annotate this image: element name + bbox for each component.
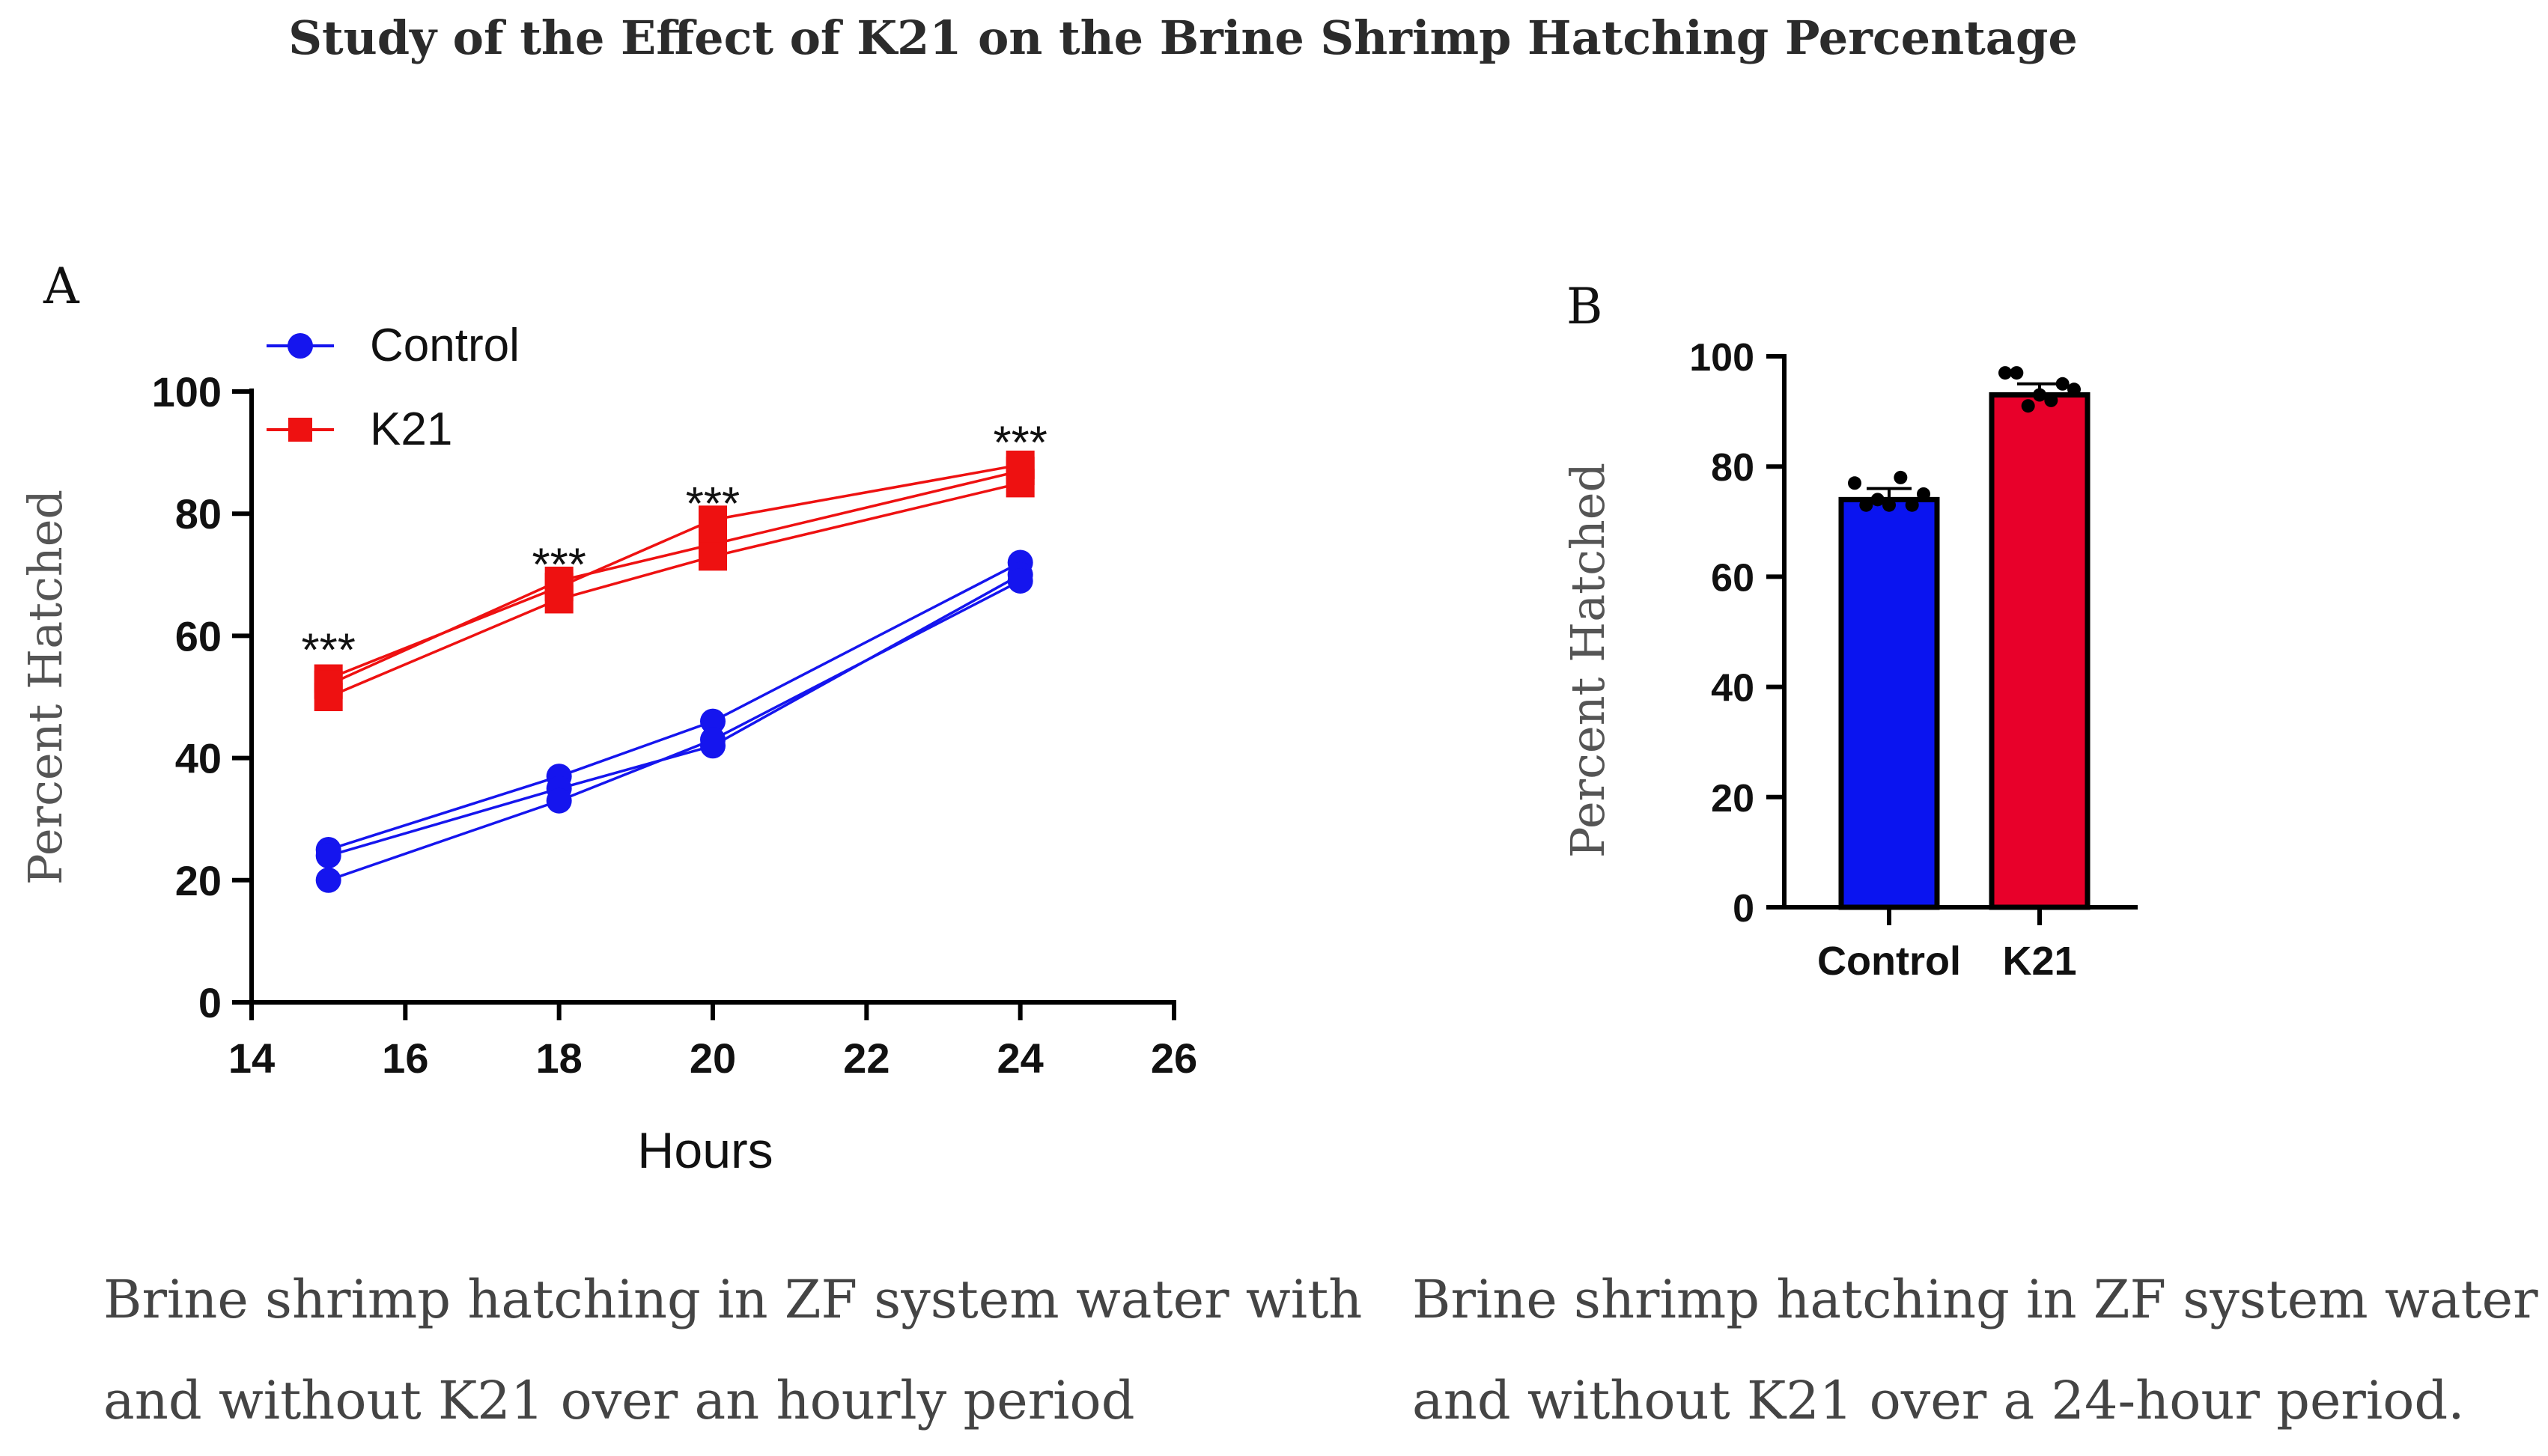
legend-control-marker (288, 333, 313, 359)
panel-b-x-tick-label: Control (1817, 939, 1961, 984)
panel-a-x-tick-label: 14 (228, 1035, 275, 1082)
panel-b-axes: 0 20 40 60 80 100 Control K21 (1689, 336, 2138, 984)
panel-b-caption-line-2: and without K21 over a 24-hour period. (1412, 1370, 2464, 1431)
legend-control-label: Control (370, 320, 520, 371)
panel-a-y-tick-label: 100 (152, 368, 222, 415)
bar-k21-data-point (2021, 399, 2035, 413)
panel-b-y-tick-label: 40 (1711, 667, 1754, 710)
bar-control (1838, 496, 1940, 910)
panel-b-y-tick-label: 0 (1733, 887, 1754, 930)
page-title: Study of the Effect of K21 on the Brine … (288, 10, 2078, 65)
bar-k21-data-point (2010, 366, 2024, 380)
panel-b-y-tick-label: 100 (1689, 336, 1754, 380)
significance-marker: *** (301, 625, 355, 677)
series-k21-line (327, 481, 1021, 698)
bar-control-data-point (1894, 470, 1908, 484)
series-k21-point (544, 585, 574, 614)
panel-a-y-tick-label: 60 (175, 612, 222, 660)
panel-a-x-tick-label: 22 (843, 1035, 890, 1082)
panel-b-bar-chart: B 0 20 40 60 80 100 Control K21 Percent Hatched… (1412, 278, 2548, 1431)
series-control-line (328, 561, 1021, 851)
panel-a-x-tick-label: 24 (997, 1035, 1044, 1082)
bar-control-data-point (1848, 476, 1861, 490)
legend-k21-marker (288, 418, 312, 442)
series-control-point (546, 788, 572, 814)
panel-a-y-tick-label: 40 (175, 735, 222, 782)
series-control-point (315, 843, 341, 869)
series-control-point (315, 867, 341, 893)
panel-a-series (314, 450, 1035, 893)
panel-a-x-tick-label: 18 (536, 1035, 583, 1082)
series-control-point (700, 708, 726, 734)
bar-k21-data-point (2033, 388, 2046, 402)
panel-a-caption-line-2: and without K21 over an hourly period (103, 1370, 1135, 1431)
series-k21-point (699, 505, 727, 534)
legend-k21-label: K21 (370, 403, 452, 455)
bar-control-data-point (1905, 498, 1919, 512)
panel-b-caption-line-1: Brine shrimp hatching in ZF system water… (1412, 1269, 2548, 1330)
bar-k21-data-point (1998, 366, 2012, 380)
bar-control-data-point (1917, 487, 1930, 501)
panel-b-x-tick-label: K21 (2002, 939, 2076, 984)
significance-marker: *** (993, 417, 1047, 469)
series-control-line (328, 579, 1021, 882)
bar-k21 (1989, 392, 2091, 910)
panel-a-y-tick-label: 80 (175, 490, 222, 537)
panel-b-y-tick-label: 80 (1711, 446, 1754, 490)
panel-a-x-tick-label: 16 (382, 1035, 428, 1082)
panel-a-label: A (43, 258, 80, 315)
panel-a-axes: 14 16 18 20 22 24 26 0 20 40 60 80 100 (152, 368, 1198, 1082)
panel-a-x-tick-label: 20 (690, 1035, 736, 1082)
panel-b-y-axis-label: Percent Hatched (1560, 463, 1615, 858)
series-control-point (700, 727, 726, 753)
panel-a-y-tick-label: 20 (175, 857, 222, 904)
panel-b-bars (1838, 366, 2091, 910)
panel-a-x-axis-label: Hours (637, 1122, 773, 1179)
bar-control-data-point (1859, 498, 1873, 512)
bar-k21-data-point (2044, 393, 2058, 407)
series-control-point (1007, 567, 1033, 594)
significance-marker: *** (686, 478, 740, 530)
panel-b-y-tick-label: 20 (1711, 777, 1754, 820)
panel-b-label: B (1566, 278, 1603, 335)
panel-a-caption-line-1: Brine shrimp hatching in ZF system water… (103, 1269, 1362, 1330)
panel-a-legend: Control K21 (267, 320, 520, 455)
bar-control-data-point (1870, 493, 1885, 507)
bar-control-data-point (1882, 498, 1896, 512)
series-k21-point (699, 542, 727, 571)
bar-k21-data-point (2055, 377, 2070, 391)
series-k21-line (327, 469, 1021, 686)
panel-a-y-tick-label: 0 (198, 979, 222, 1026)
significance-marker: *** (532, 539, 586, 591)
series-k21-point (1006, 469, 1035, 498)
panel-a-annotations: *** *** *** *** (301, 417, 1047, 676)
panel-a-y-axis-label: Percent Hatched (18, 490, 73, 885)
bar-k21-data-point (2067, 383, 2081, 397)
series-k21-point (314, 683, 343, 711)
panel-b-y-tick-label: 60 (1711, 556, 1754, 600)
panel-a-x-tick-label: 26 (1151, 1035, 1197, 1082)
